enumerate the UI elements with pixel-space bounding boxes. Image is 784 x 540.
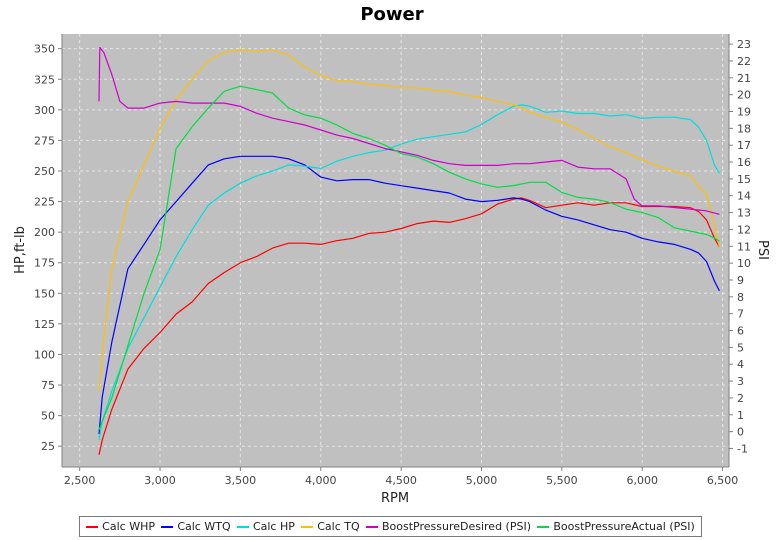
- chart-title: Power: [360, 4, 423, 25]
- x-tick-label: 6,000: [626, 474, 658, 487]
- y2-tick-label: 13: [737, 207, 751, 220]
- axis-ticks: 2,500 3,000 3,500 4,000 4,500 5,000 5,500 6,000…: [34, 38, 751, 487]
- y2-tick-label: 10: [737, 257, 751, 270]
- series-lines: [98, 46, 720, 455]
- plot-area: [62, 34, 729, 467]
- legend-swatch: [365, 525, 378, 528]
- series-line-calc-tq: [98, 49, 720, 392]
- y-tick-label: 75: [41, 379, 55, 392]
- legend-label: Calc WTQ: [177, 520, 231, 533]
- y2-tick-label: 22: [737, 55, 751, 68]
- x-tick-label: 4,500: [385, 474, 417, 487]
- y2-tick-label: 12: [737, 223, 751, 236]
- y-tick-label: 350: [34, 43, 55, 56]
- x-tick-label: 2,500: [64, 474, 96, 487]
- legend-label: Calc TQ: [317, 520, 360, 533]
- y2-tick-label: 2: [737, 392, 744, 405]
- y-tick-label: 300: [34, 104, 55, 117]
- y2-tick-label: 17: [737, 139, 751, 152]
- series-line-calc-wtq: [98, 155, 720, 435]
- legend-swatch: [161, 525, 174, 528]
- y-tick-label: 150: [34, 287, 55, 300]
- y2-tick-label: 3: [737, 375, 744, 388]
- y-axis-right-title: PSI: [755, 240, 770, 260]
- x-tick-label: 4,000: [305, 474, 337, 487]
- y2-tick-label: 4: [737, 358, 744, 371]
- y2-tick-label: 23: [737, 38, 751, 51]
- y2-tick-label: 6: [737, 325, 744, 338]
- y-tick-label: 25: [41, 440, 55, 453]
- y2-tick-label: 20: [737, 89, 751, 102]
- legend-label: Calc WHP: [102, 520, 155, 533]
- series-line-calc-whp: [98, 197, 720, 455]
- y2-tick-label: 5: [737, 341, 744, 354]
- legend-item: BoostPressureActual (PSI): [537, 520, 695, 533]
- x-axis-title: RPM: [381, 491, 409, 506]
- y-tick-label: 50: [41, 410, 55, 423]
- y2-tick-label: 15: [737, 173, 751, 186]
- legend-label: Calc HP: [252, 520, 295, 533]
- y-tick-label: 125: [34, 318, 55, 331]
- legend-item: Calc HP: [236, 520, 295, 533]
- x-tick-label: 5,000: [466, 474, 498, 487]
- legend-item: Calc WTQ: [161, 520, 231, 533]
- x-tick-label: 3,500: [225, 474, 257, 487]
- legend-item: Calc WHP: [86, 520, 155, 533]
- legend-label: BoostPressureActual (PSI): [553, 520, 695, 533]
- y2-tick-label: 16: [737, 156, 751, 169]
- y2-tick-label: -1: [737, 442, 748, 455]
- legend-label: BoostPressureDesired (PSI): [381, 520, 531, 533]
- x-tick-label: 6,500: [707, 474, 739, 487]
- y2-tick-label: 8: [737, 291, 744, 304]
- y-tick-label: 325: [34, 73, 55, 86]
- y-tick-label: 200: [34, 226, 55, 239]
- x-tick-label: 5,500: [546, 474, 578, 487]
- y2-tick-label: 7: [737, 308, 744, 321]
- legend-swatch: [301, 525, 314, 528]
- y-tick-label: 250: [34, 165, 55, 178]
- legend-swatch: [236, 525, 249, 528]
- y2-tick-label: 9: [737, 274, 744, 287]
- y2-tick-label: 18: [737, 122, 751, 135]
- legend-swatch: [537, 525, 550, 528]
- y2-tick-label: 21: [737, 72, 751, 85]
- x-tick-label: 3,000: [144, 474, 176, 487]
- legend-item: Calc TQ: [301, 520, 360, 533]
- y2-tick-label: 11: [737, 240, 751, 253]
- series-line-boostpressuredesired-psi: [98, 46, 720, 215]
- y-tick-label: 275: [34, 134, 55, 147]
- y-axis-left-title: HP,ft-lb: [13, 226, 28, 274]
- y2-tick-label: 1: [737, 409, 744, 422]
- chart-legend: Calc WHP Calc WTQ Calc HP Calc TQ BoostPress…: [79, 516, 702, 537]
- series-line-boostpressureactual-psi: [98, 85, 720, 431]
- y-tick-label: 100: [34, 348, 55, 361]
- series-line-calc-hp: [98, 104, 720, 441]
- y-tick-label: 225: [34, 196, 55, 209]
- y-tick-label: 175: [34, 257, 55, 270]
- y2-tick-label: 0: [737, 426, 744, 439]
- legend-swatch: [86, 525, 99, 528]
- legend-item: BoostPressureDesired (PSI): [365, 520, 531, 533]
- y2-tick-label: 14: [737, 190, 751, 203]
- y2-tick-label: 19: [737, 106, 751, 119]
